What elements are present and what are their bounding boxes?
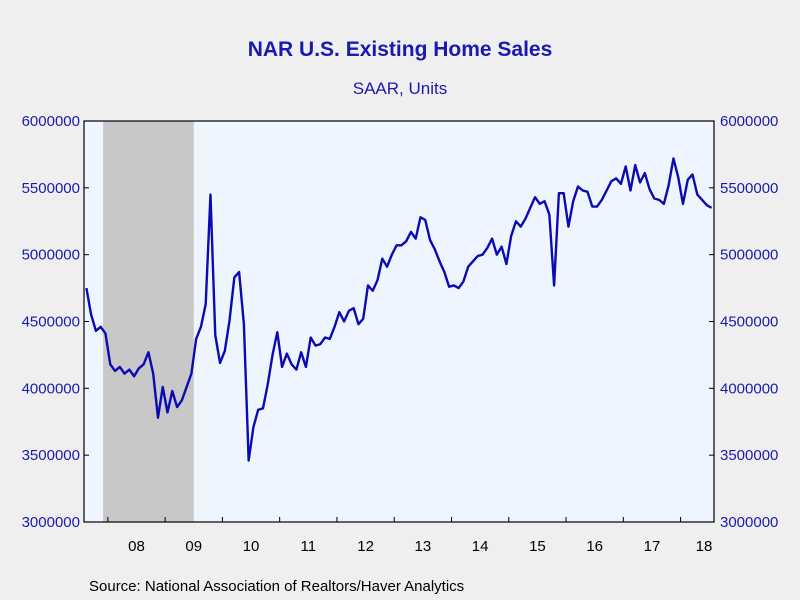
recession-shading [103,121,194,522]
y-tick-label-left: 5000000 [22,247,80,264]
y-tick-label-left: 4500000 [22,314,80,331]
y-tick-label-right: 6000000 [720,113,778,130]
y-tick-label-left: 4000000 [22,380,80,397]
x-tick-label: 11 [301,538,317,555]
x-tick-label: 15 [529,538,546,555]
y-tick-label-right: 3000000 [720,514,778,531]
x-tick-label: 13 [415,538,432,555]
x-tick-label: 17 [644,538,661,555]
x-tick-label: 08 [128,538,145,555]
x-tick-label: 16 [586,538,603,555]
series-line [85,157,713,462]
y-tick-label-right: 5000000 [720,247,778,264]
y-tick-label-left: 3500000 [22,447,80,464]
chart-subtitle: SAAR, Units [352,79,448,98]
x-tick-label: 14 [472,538,489,555]
y-tick-label-left: 6000000 [22,113,80,130]
chart-title: NAR U.S. Existing Home Sales [247,38,553,61]
source-note: Source: National Association of Realtors… [89,578,465,595]
x-tick-label: 09 [185,538,202,555]
y-tick-label-right: 4500000 [720,314,778,331]
plot-frame [83,120,715,523]
x-tick-label: 18 [696,538,713,555]
x-tick-label: 10 [243,538,260,555]
x-tick-label: 12 [357,538,374,555]
y-tick-label-left: 5500000 [22,180,80,197]
y-tick-label-right: 5500000 [720,180,778,197]
y-tick-label-left: 3000000 [22,514,80,531]
y-tick-label-right: 4000000 [720,380,778,397]
y-tick-label-right: 3500000 [720,447,778,464]
